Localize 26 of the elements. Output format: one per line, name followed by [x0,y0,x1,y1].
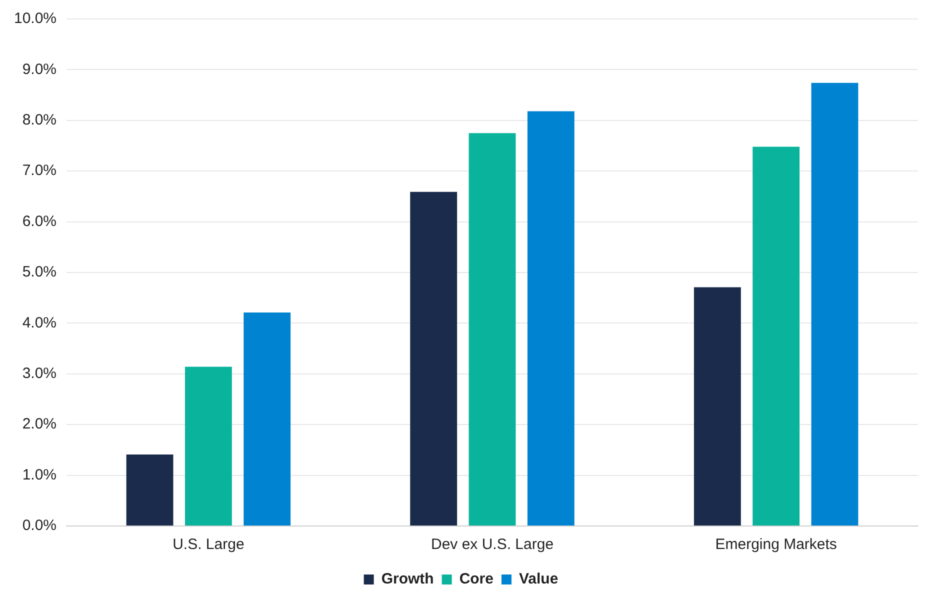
y-tick-label: 9.0% [22,60,57,78]
y-tick-label: 2.0% [22,416,57,433]
legend-label: Core [459,570,494,588]
bar [752,146,800,526]
bar [126,454,174,526]
bar [468,133,516,526]
bar [244,312,291,526]
bar [694,287,741,526]
y-tick-label: 0.0% [22,517,57,534]
bar [527,111,574,526]
x-tick-label: Emerging Markets [715,536,837,554]
y-tick-label: 3.0% [22,365,57,382]
bar [811,82,858,526]
bar [410,192,458,526]
y-tick-label: 6.0% [22,212,57,230]
y-tick-label: 1.0% [22,466,57,484]
x-tick-label: Dev ex U.S. Large [430,536,554,554]
y-tick-label: 8.0% [22,112,57,129]
x-tick-label: U.S. Large [172,536,244,554]
y-tick-label: 5.0% [22,264,57,281]
bar [184,366,232,526]
y-tick-label: 4.0% [22,314,57,332]
legend-label: Value [518,570,558,588]
y-tick-label: 7.0% [22,162,57,180]
legend-label: Growth [381,570,434,588]
y-tick-label: 10.0% [14,10,57,28]
